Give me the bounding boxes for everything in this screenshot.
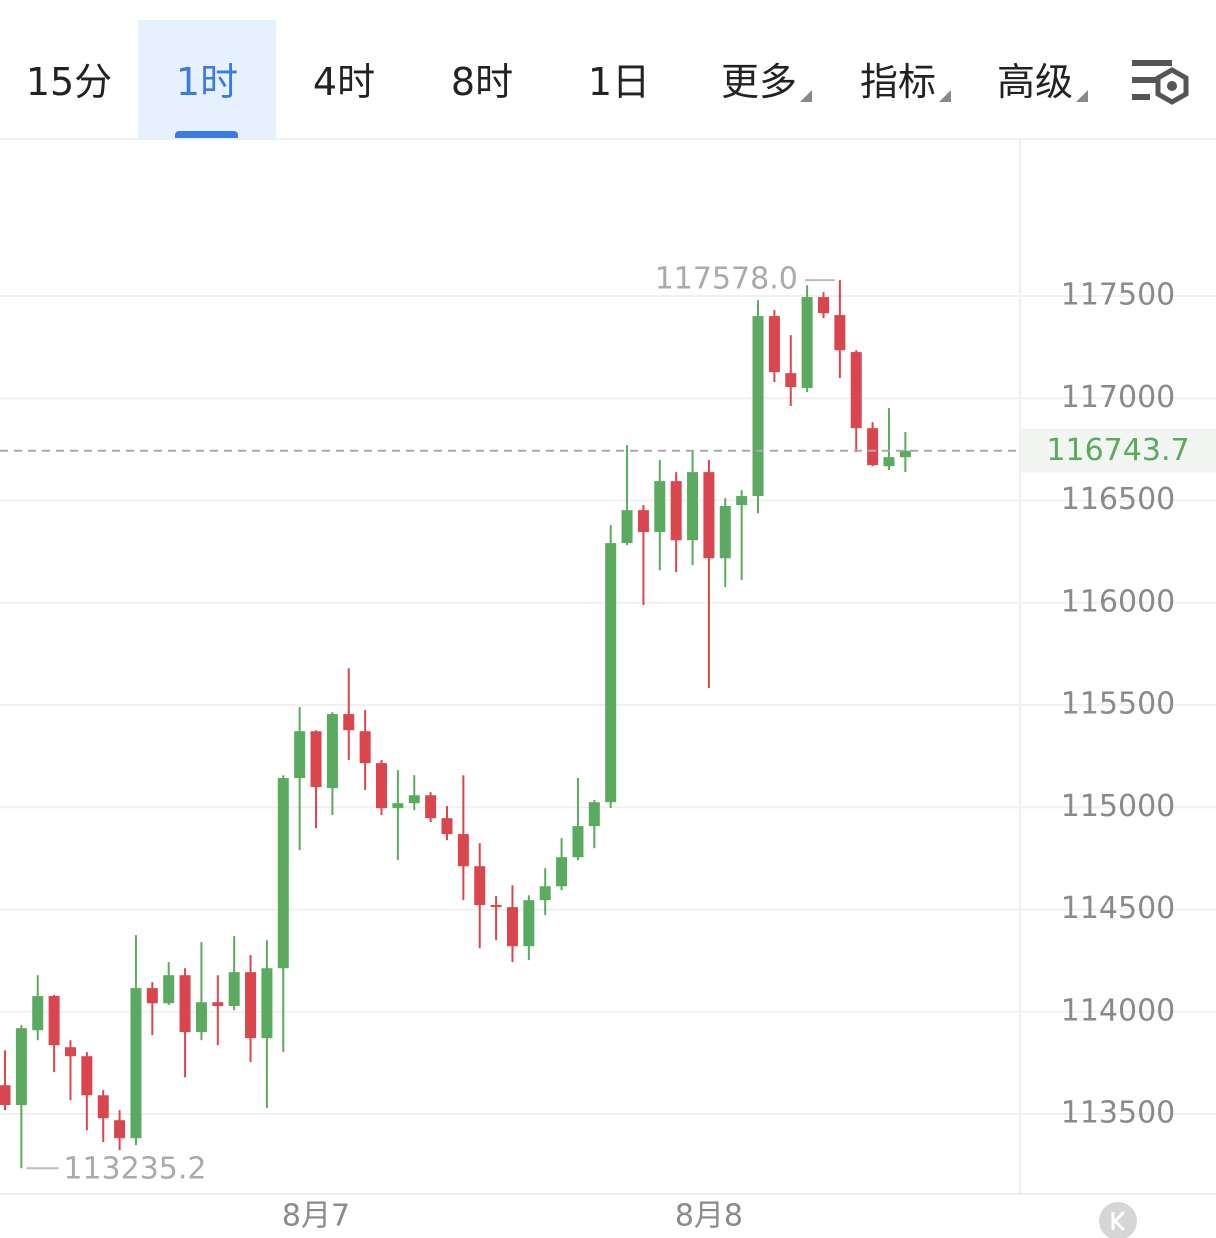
candle-body	[310, 731, 322, 788]
candle-body	[130, 988, 142, 1139]
tab-label: 4时	[312, 60, 376, 104]
dropdown-indicator	[800, 90, 812, 102]
y-tick-label: 117000	[1061, 380, 1176, 415]
candle-body	[212, 1002, 224, 1007]
candle-body	[97, 1095, 109, 1119]
candle-body	[163, 975, 175, 1004]
last-price-box	[1020, 428, 1216, 473]
candle-body	[195, 1002, 207, 1033]
timeframe-tab[interactable]: 4时	[275, 20, 413, 138]
toolbar: 15分 1时 4时 8时 1日 更多 指标 高级	[0, 0, 1216, 140]
y-tick-label: 116500	[1061, 482, 1176, 517]
candle-body	[637, 510, 649, 533]
candle-body	[654, 481, 666, 533]
settings-icon[interactable]	[1130, 58, 1190, 108]
candle-body	[114, 1120, 126, 1139]
y-tick-label: 115500	[1061, 687, 1176, 722]
y-tick-label: 115000	[1061, 789, 1176, 824]
candle-body	[64, 1047, 76, 1057]
timeframe-tab[interactable]: 8时	[413, 20, 551, 138]
tab-label: 8时	[450, 60, 514, 104]
candle-body	[48, 996, 60, 1046]
last-price-label: 116743.7	[1046, 433, 1189, 468]
candle-body	[588, 802, 600, 827]
timeframe-tab[interactable]: 更多	[690, 20, 828, 138]
candle-body	[81, 1056, 93, 1096]
candle-body	[506, 907, 518, 947]
candle-body	[621, 510, 633, 544]
candle-body	[32, 996, 44, 1031]
candle-body	[818, 297, 829, 314]
candle-body	[15, 1028, 27, 1106]
candle-body	[572, 826, 584, 858]
candle-body	[261, 968, 273, 1039]
candle-body	[294, 731, 306, 779]
candle-body	[441, 818, 453, 835]
candle-body	[687, 472, 699, 541]
candle-body	[146, 988, 158, 1004]
candle-body	[752, 316, 764, 497]
candle-body	[899, 450, 911, 458]
tab-label: 指标	[859, 60, 936, 104]
timeframe-tab[interactable]: 指标	[829, 20, 967, 138]
candle-body	[834, 315, 846, 351]
candle-body	[359, 731, 371, 764]
y-tick-label: 117500	[1061, 278, 1176, 313]
tab-label: 15分	[25, 60, 113, 104]
candle-body	[228, 972, 240, 1007]
candle-body	[326, 714, 338, 789]
candle-body	[736, 496, 748, 506]
max-label: 117578.0	[655, 262, 798, 297]
candle-body	[768, 316, 780, 373]
tab-label: 更多	[720, 60, 797, 104]
y-tick-label: 114500	[1061, 891, 1176, 926]
candle-body	[0, 1085, 11, 1106]
candle-body	[867, 428, 879, 466]
dropdown-indicator	[939, 90, 951, 102]
x-tick-label: 8月8	[675, 1199, 743, 1234]
y-tick-label: 113500	[1061, 1096, 1176, 1131]
y-tick-label: 114000	[1061, 993, 1176, 1028]
timeframe-tab[interactable]: 15分	[0, 20, 138, 138]
candle-body	[785, 373, 797, 388]
candle-body	[457, 834, 469, 867]
candle-body	[523, 900, 535, 947]
y-tick-label: 116000	[1061, 584, 1176, 619]
candle-body	[245, 972, 257, 1039]
candle-body	[605, 543, 617, 803]
timeframe-tab[interactable]: 1日	[550, 20, 688, 138]
x-tick-label: 8月7	[282, 1199, 350, 1234]
candle-body	[425, 795, 437, 819]
dropdown-indicator	[1076, 90, 1088, 102]
candle-body	[801, 297, 813, 389]
candle-body	[850, 352, 862, 429]
candle-body	[539, 886, 551, 901]
candle-body	[277, 778, 289, 969]
candle-body	[343, 714, 355, 731]
tab-label: 高级	[996, 60, 1073, 104]
tab-label: 1日	[587, 60, 651, 104]
timeframe-tab[interactable]: 1时	[138, 20, 276, 138]
candle-body	[883, 457, 895, 467]
candle-body	[490, 905, 502, 908]
candle-body	[670, 481, 682, 541]
candle-body	[179, 975, 191, 1033]
candle-body	[703, 472, 715, 559]
candle-body	[408, 795, 420, 804]
selected-indicator	[175, 131, 238, 138]
tab-label: 1时	[175, 60, 239, 104]
candle-body	[376, 763, 388, 809]
min-label: 113235.2	[63, 1152, 206, 1187]
candle-body	[556, 857, 568, 887]
scroll-end-icon	[1111, 1210, 1126, 1232]
candle-body	[392, 803, 404, 809]
timeframe-tab[interactable]: 高级	[966, 20, 1104, 138]
candle-body	[719, 506, 731, 559]
candle-body	[474, 866, 486, 906]
